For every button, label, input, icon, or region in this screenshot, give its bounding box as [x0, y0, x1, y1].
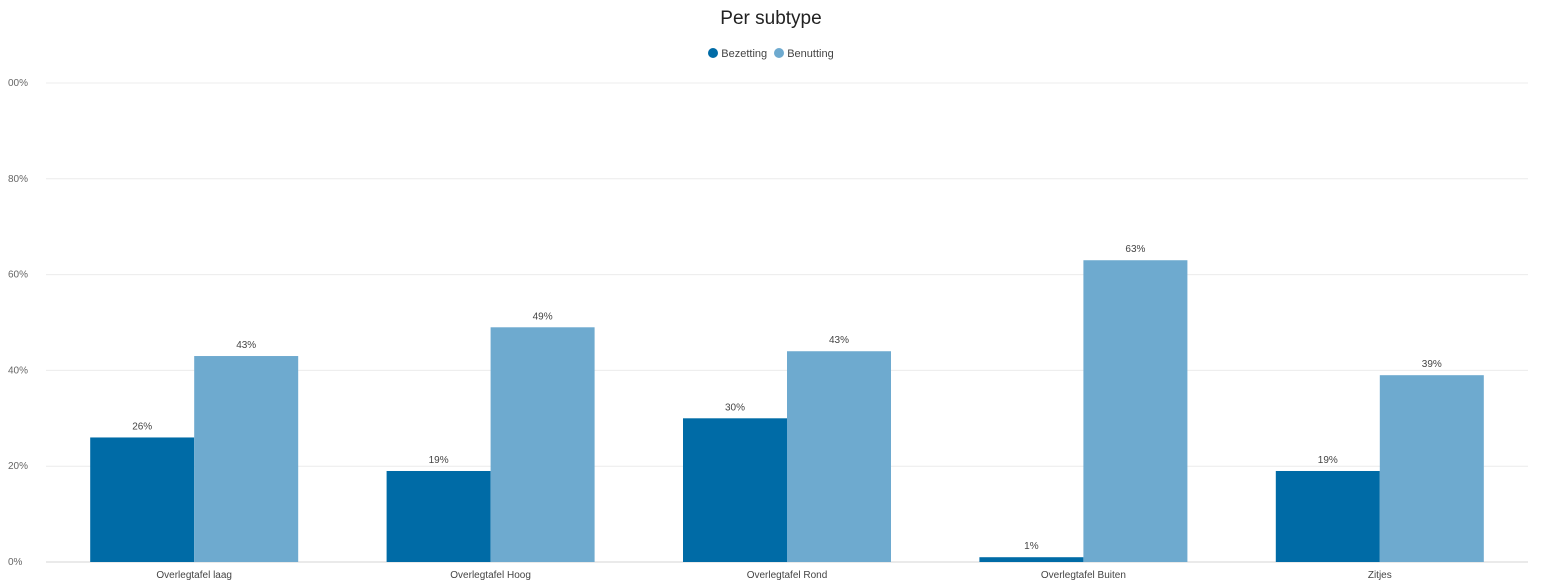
- bar[interactable]: [387, 471, 491, 562]
- bar[interactable]: [491, 327, 595, 562]
- y-axis: 0% 20% 40% 60% 80% 00%: [8, 78, 28, 568]
- bar[interactable]: [194, 356, 298, 562]
- y-tick-label: 80%: [8, 174, 28, 185]
- data-label: 26%: [132, 421, 152, 432]
- x-tick-label: Overlegtafel Buiten: [1041, 570, 1126, 581]
- x-tick-label: Overlegtafel Rond: [747, 570, 828, 581]
- x-tick-label: Overlegtafel laag: [156, 570, 232, 581]
- data-label: 1%: [1024, 541, 1039, 552]
- y-tick-label: 20%: [8, 461, 28, 472]
- x-tick-label: Overlegtafel Hoog: [450, 570, 531, 581]
- data-label: 39%: [1422, 359, 1442, 370]
- x-tick-label: Zitjes: [1368, 570, 1392, 581]
- bars: [90, 260, 1484, 562]
- y-tick-label: 60%: [8, 270, 28, 281]
- x-axis: Overlegtafel laag Overlegtafel Hoog Overle…: [156, 570, 1391, 581]
- data-label: 19%: [1318, 455, 1338, 466]
- bar[interactable]: [1380, 375, 1484, 562]
- bar[interactable]: [1083, 260, 1187, 562]
- bar[interactable]: [979, 557, 1083, 562]
- data-label: 19%: [429, 455, 449, 466]
- bar[interactable]: [787, 351, 891, 562]
- data-label: 43%: [236, 340, 256, 351]
- y-tick-label: 00%: [8, 78, 28, 89]
- bar[interactable]: [683, 418, 787, 562]
- data-label: 63%: [1125, 244, 1145, 255]
- y-tick-label: 40%: [8, 365, 28, 376]
- data-label: 30%: [725, 402, 745, 413]
- y-tick-label: 0%: [8, 557, 23, 568]
- data-label: 49%: [533, 311, 553, 322]
- bar[interactable]: [90, 437, 194, 562]
- data-label: 43%: [829, 335, 849, 346]
- bar[interactable]: [1276, 471, 1380, 562]
